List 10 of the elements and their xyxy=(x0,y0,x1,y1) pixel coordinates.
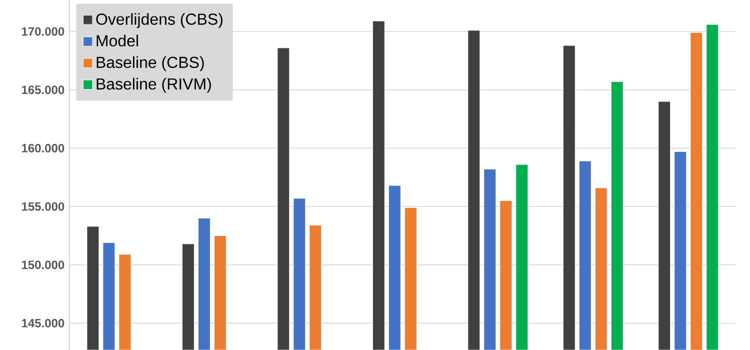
legend-label: Baseline (RIVM) xyxy=(96,78,211,93)
y-tick-label: 165.000 xyxy=(22,86,64,94)
y-tick-label: 170.000 xyxy=(22,27,64,36)
y-tick-label: 155.000 xyxy=(22,202,64,211)
legend-label: Model xyxy=(96,34,138,46)
y-tick-label: 160.000 xyxy=(22,144,64,152)
legend-label: Overlijdens (CBS) xyxy=(96,13,222,28)
y-tick-label: 150.000 xyxy=(22,260,64,270)
legend-label: Baseline (CBS) xyxy=(96,56,204,72)
y-tick-label: 145.000 xyxy=(22,318,64,328)
